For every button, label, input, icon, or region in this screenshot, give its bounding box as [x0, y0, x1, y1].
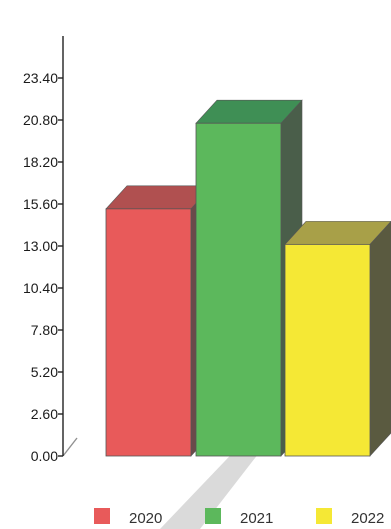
y-tick-label: 7.80: [31, 322, 58, 338]
bar-front-face: [284, 243, 371, 457]
y-axis-ticks: 0.00 2.60 5.20 7.80 10.40 13.00 15.60 18.20 20.8…: [23, 70, 63, 464]
y-tick-label: 13.00: [23, 238, 58, 254]
bar-side-face: [369, 220, 391, 457]
legend-swatch: [94, 508, 110, 524]
chart-legend: 2020 2021 2022: [94, 508, 384, 527]
y-tick-label: 10.40: [23, 280, 58, 296]
legend-swatch: [205, 508, 221, 524]
y-tick-label: 0.00: [31, 448, 58, 464]
bar-2022: [284, 220, 391, 457]
bar-front-face: [105, 208, 192, 457]
y-tick-label: 18.20: [23, 154, 58, 170]
legend-item-2021: 2021: [205, 508, 273, 527]
legend-item-2022: 2022: [316, 508, 384, 527]
legend-label: 2020: [129, 510, 162, 527]
y-tick-label: 15.60: [23, 196, 58, 212]
depth-axis-line: [62, 437, 78, 457]
legend-label: 2021: [240, 510, 273, 527]
y-tick-label: 20.80: [23, 112, 58, 128]
bar-front-face: [195, 122, 282, 457]
legend-label: 2022: [351, 510, 384, 527]
y-tick-label: 23.40: [23, 70, 58, 86]
y-tick-label: 2.60: [31, 406, 58, 422]
chart-axes: [62, 36, 78, 457]
y-tick-label: 5.20: [31, 364, 58, 380]
legend-swatch: [316, 508, 332, 524]
bar-series: [105, 99, 391, 457]
legend-item-2020: 2020: [94, 508, 162, 527]
